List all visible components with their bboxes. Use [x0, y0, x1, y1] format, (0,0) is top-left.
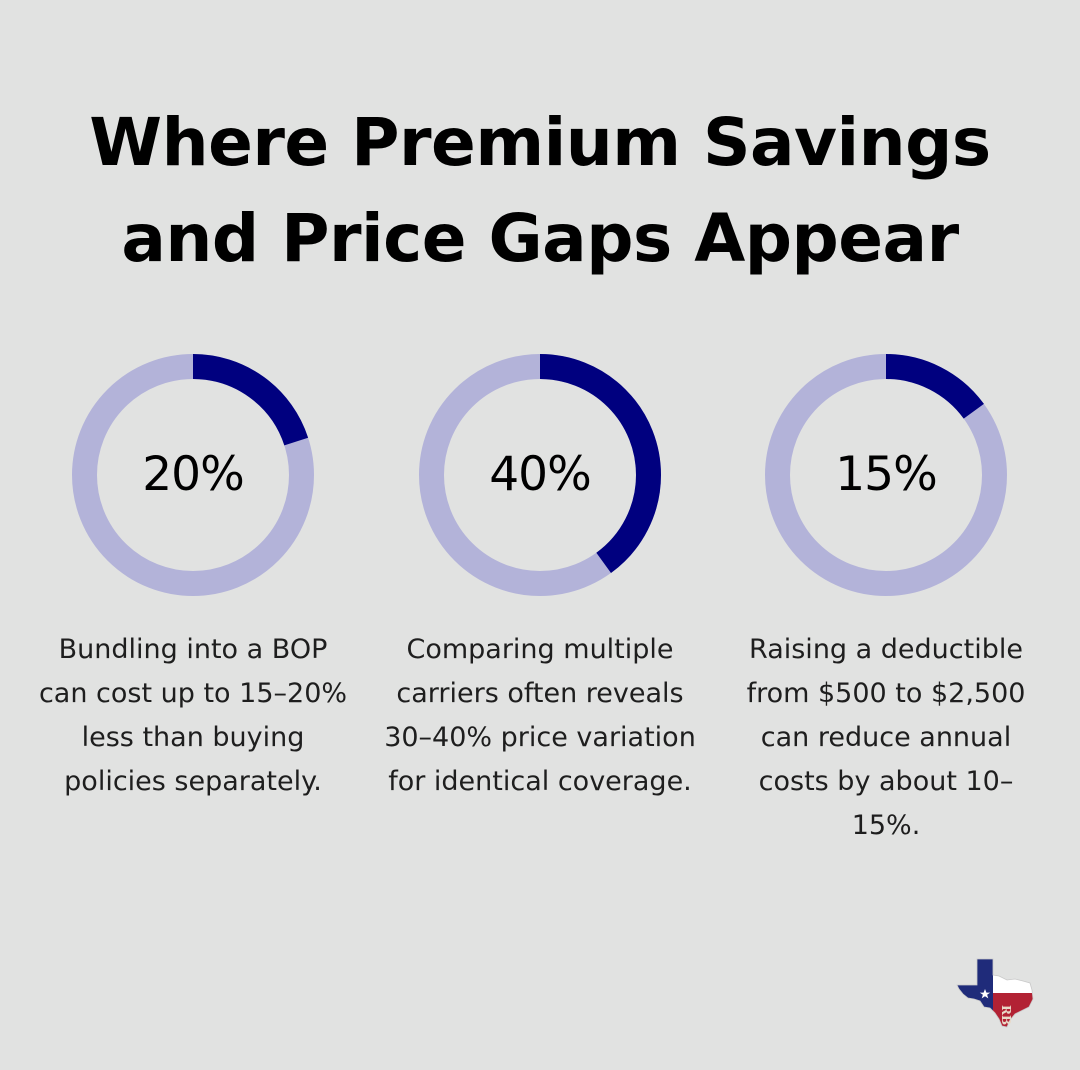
texas-flag-map-icon: RB	[955, 957, 1035, 1029]
logo-monogram: RB	[999, 1005, 1013, 1025]
donut-arc-3	[765, 354, 1007, 596]
donut-value-label-1: 20%	[142, 447, 244, 502]
donut-svg-2	[419, 354, 661, 596]
star-icon	[979, 989, 991, 999]
donut-arc-1	[72, 354, 314, 596]
caption-2: Comparing multiple carriers often reveal…	[384, 634, 696, 797]
donut-svg-3	[765, 354, 1007, 596]
page-title: Where Premium Savings and Price Gaps App…	[40, 95, 1040, 287]
caption-3: Raising a deductible from $500 to $2,500…	[746, 634, 1026, 841]
donut-chart-3: 15%	[765, 354, 1007, 596]
donut-value-label-3: 15%	[835, 447, 937, 502]
caption-1: Bundling into a BOP can cost up to 15–20…	[38, 634, 348, 797]
title-line-2: and Price Gaps Appear	[121, 200, 959, 277]
donut-value-label-2: 40%	[489, 447, 591, 502]
donut-chart-1: 20%	[72, 354, 314, 596]
donut-arc-2	[419, 354, 661, 596]
donut-chart-2: 40%	[419, 354, 661, 596]
texas-logo-svg: RB	[956, 958, 1034, 1028]
title-line-1: Where Premium Savings	[89, 104, 991, 181]
donut-svg-1	[72, 354, 314, 596]
